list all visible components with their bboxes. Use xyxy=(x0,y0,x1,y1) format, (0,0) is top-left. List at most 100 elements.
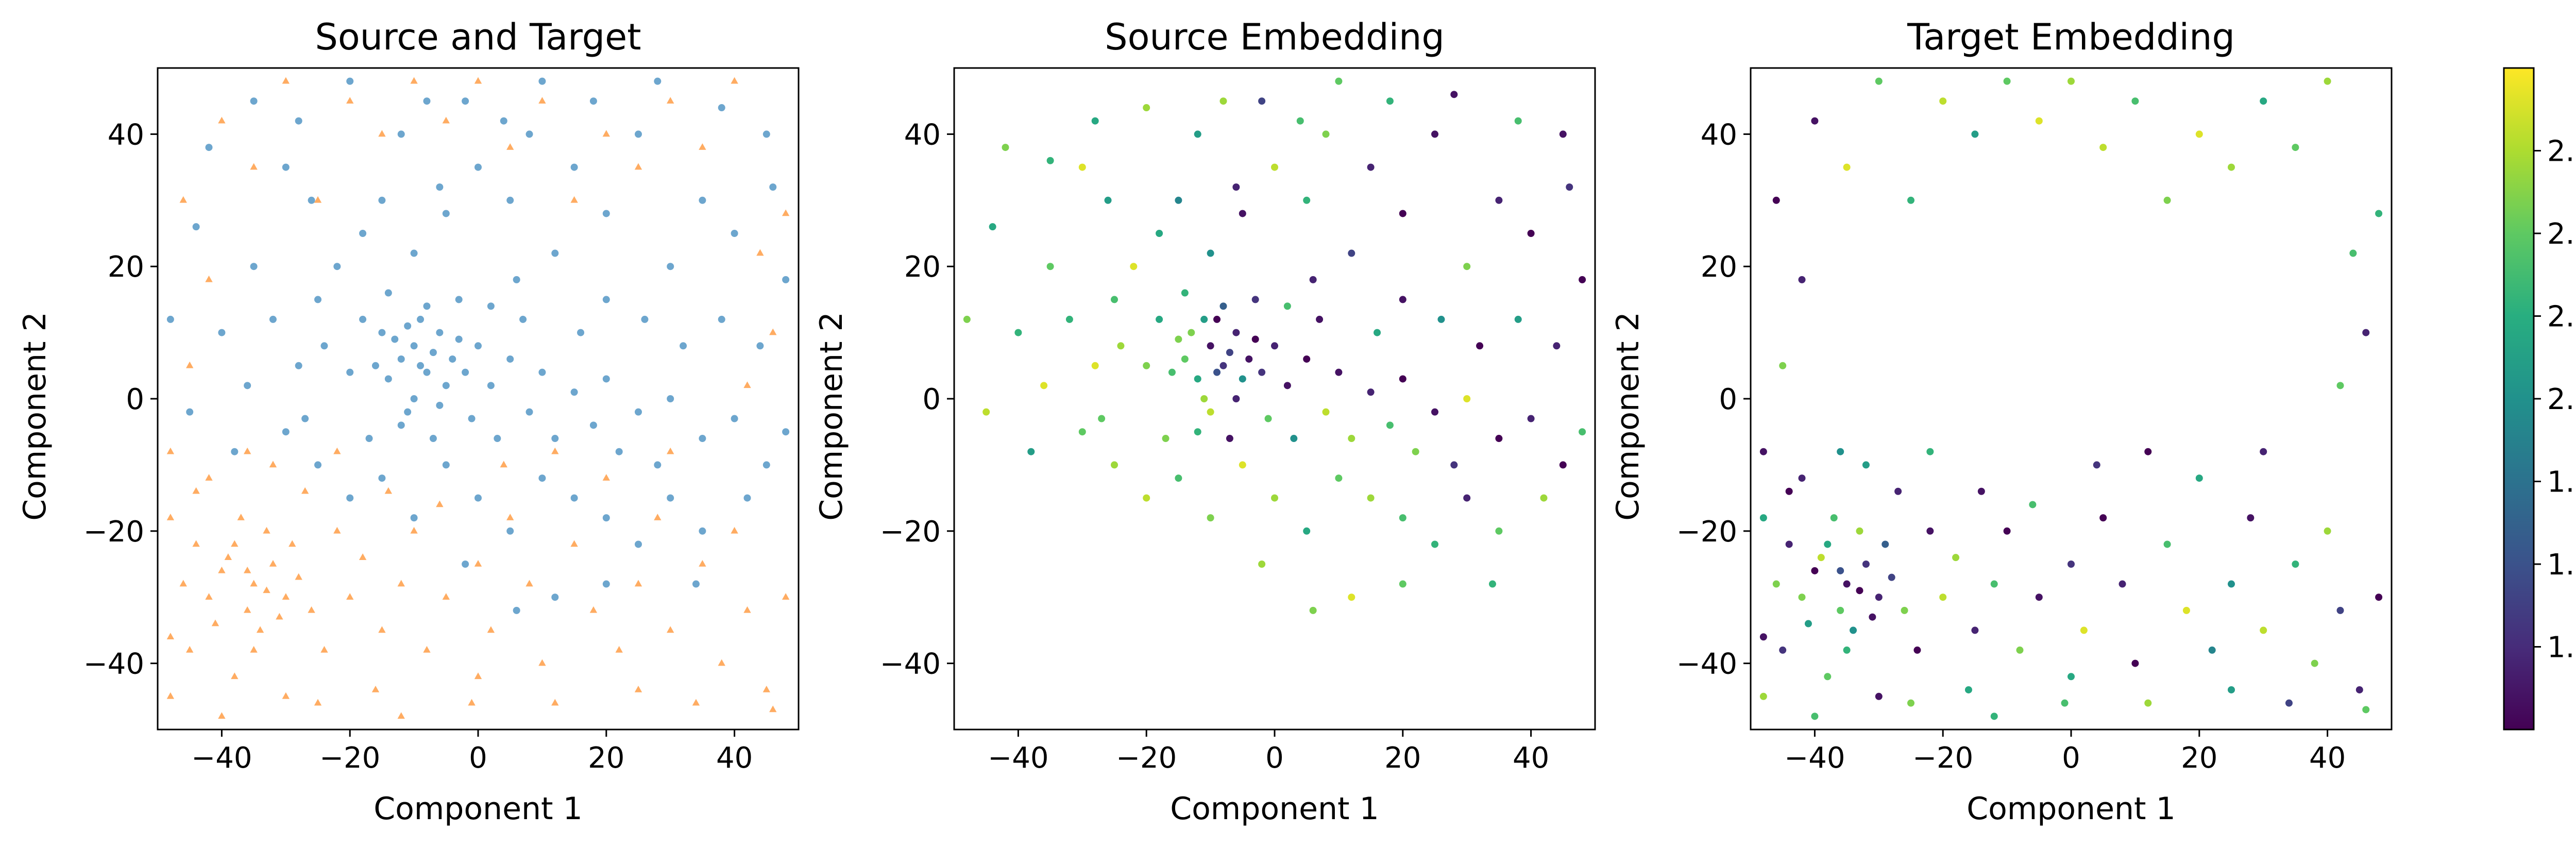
scatter-point xyxy=(462,561,469,568)
scatter-point xyxy=(1239,210,1246,217)
scatter-point xyxy=(635,540,642,548)
scatter-point xyxy=(570,494,578,502)
scatter-point xyxy=(282,428,290,436)
scatter-point xyxy=(2292,144,2299,151)
scatter-point xyxy=(551,593,559,601)
scatter-point xyxy=(1194,428,1201,436)
scatter-point xyxy=(1367,388,1375,396)
scatter-point xyxy=(718,104,725,112)
scatter-point xyxy=(743,494,751,502)
scatter-point xyxy=(250,97,258,105)
scatter-point xyxy=(1399,514,1406,522)
scatter-point xyxy=(1316,315,1324,323)
scatter-point xyxy=(436,401,444,409)
scatter-point xyxy=(577,329,585,336)
scatter-point xyxy=(397,130,405,138)
scatter-point xyxy=(2003,527,2011,535)
scatter-point xyxy=(2292,561,2299,568)
scatter-point xyxy=(519,315,527,323)
scatter-point xyxy=(320,646,328,653)
y-axis-label: Component 2 xyxy=(1610,312,1646,521)
scatter-point xyxy=(1226,435,1233,443)
scatter-point xyxy=(320,342,328,350)
y-axis-label: Component 2 xyxy=(814,312,850,521)
scatter-point xyxy=(404,322,412,330)
scatter-point xyxy=(1322,408,1330,416)
scatter-point xyxy=(654,514,662,520)
scatter-point xyxy=(1837,448,1844,455)
scatter-point xyxy=(2016,646,2024,654)
scatter-point xyxy=(1322,130,1330,138)
scatter-point xyxy=(1091,117,1099,125)
y-tick-label: 40 xyxy=(1701,118,1737,151)
y-tick-label: 20 xyxy=(108,250,144,284)
x-tick-label: −40 xyxy=(191,741,252,775)
scatter-point xyxy=(1830,514,1838,522)
scatter-point xyxy=(1194,130,1201,138)
scatter-point xyxy=(1579,276,1586,283)
panel-source-and-target: Source and Target −40 −20 0 20 40 −40 −20 0 20 40… xyxy=(17,16,800,827)
scatter-point xyxy=(1303,527,1311,535)
x-tick-label: −40 xyxy=(1784,741,1845,775)
scatter-point xyxy=(1156,230,1163,237)
scatter-point xyxy=(2182,606,2190,614)
scatter-point xyxy=(2355,686,2363,693)
colorbar-tick-label: 1.75 xyxy=(2547,466,2576,499)
scatter-point xyxy=(2375,210,2383,217)
scatter-point xyxy=(1002,144,1009,151)
y-tick-label: −40 xyxy=(83,648,144,681)
scatter-point xyxy=(250,163,258,170)
scatter-point xyxy=(1926,448,1934,455)
scatter-point xyxy=(1251,335,1259,343)
scatter-point xyxy=(314,196,322,203)
scatter-point xyxy=(308,606,315,613)
scatter-point xyxy=(570,540,578,547)
scatter-point xyxy=(423,302,431,310)
scatter-point xyxy=(423,97,431,105)
scatter-point xyxy=(602,474,610,481)
y-tick-label: −40 xyxy=(1676,648,1737,681)
scatter-point xyxy=(551,447,559,454)
x-tick-label: −20 xyxy=(1912,741,1973,775)
y-tick-label: −20 xyxy=(83,515,144,549)
y-tick-label: −40 xyxy=(880,648,941,681)
scatter-point xyxy=(1759,514,1767,522)
scatter-point xyxy=(1495,196,1503,204)
scatter-point xyxy=(436,329,444,336)
scatter-point xyxy=(1431,130,1438,138)
scatter-point xyxy=(2195,130,2203,138)
scatter-point xyxy=(1817,554,1825,562)
scatter-point xyxy=(1219,362,1227,369)
scatter-point xyxy=(1258,561,1266,568)
scatter-point xyxy=(397,712,405,719)
scatter-point xyxy=(570,163,578,171)
scatter-point xyxy=(442,461,450,469)
scatter-point xyxy=(602,375,610,383)
scatter-point xyxy=(1162,435,1170,443)
x-tick-label: 40 xyxy=(716,741,753,775)
scatter-point xyxy=(1065,315,1073,323)
colorbar: 1.251.501.752.002.252.502.75 θE xyxy=(2503,67,2576,731)
scatter-point xyxy=(250,646,258,653)
scatter-point xyxy=(1964,686,1972,693)
scatter-point xyxy=(634,580,642,587)
scatter-point xyxy=(2324,77,2331,85)
scatter-point xyxy=(436,500,444,507)
scatter-point xyxy=(1386,97,1394,105)
scatter-point xyxy=(282,163,290,171)
scatter-point xyxy=(243,447,251,454)
y-tick-label: 20 xyxy=(904,250,941,284)
scatter-point xyxy=(1824,673,1832,681)
scatter-point xyxy=(410,249,418,257)
scatter-point xyxy=(429,349,437,357)
scatter-point xyxy=(1798,474,1806,482)
scatter-point xyxy=(1348,593,1355,601)
scatter-point xyxy=(1111,296,1118,303)
scatter-point xyxy=(474,163,482,171)
scatter-point xyxy=(506,355,514,363)
scatter-point xyxy=(602,130,610,137)
scatter-point xyxy=(250,580,258,587)
y-tick-label: 40 xyxy=(108,118,144,151)
scatter-point xyxy=(359,315,367,323)
scatter-point xyxy=(667,494,674,502)
